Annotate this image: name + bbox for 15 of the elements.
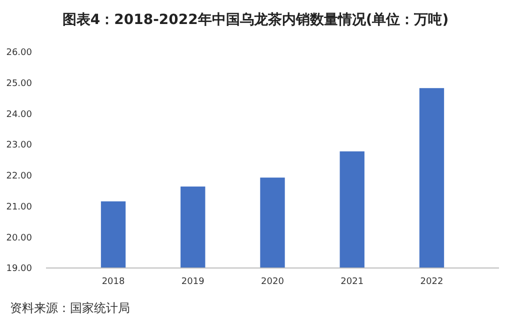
y-tick-label: 22.00 <box>6 172 32 182</box>
x-tick-label: 2021 <box>340 277 364 287</box>
y-tick-label: 25.00 <box>6 79 32 90</box>
chart-title: 图表4：2018-2022年中国乌龙茶内销数量情况(单位：万吨) <box>62 12 449 28</box>
y-tick-label: 20.00 <box>6 233 32 244</box>
y-tick-label: 19.00 <box>6 264 32 274</box>
x-tick-label: 2018 <box>102 277 125 287</box>
y-tick-label: 24.00 <box>6 110 32 120</box>
x-tick-label: 2020 <box>261 277 284 287</box>
x-tick-label: 2022 <box>420 277 444 287</box>
x-tick-label: 2019 <box>181 277 205 287</box>
text: 资料来源：国家统计局 <box>10 301 130 315</box>
y-tick-label: 23.00 <box>6 140 32 151</box>
y-tick-label: 21.00 <box>6 202 32 212</box>
y-tick-label: 26.00 <box>6 48 32 58</box>
